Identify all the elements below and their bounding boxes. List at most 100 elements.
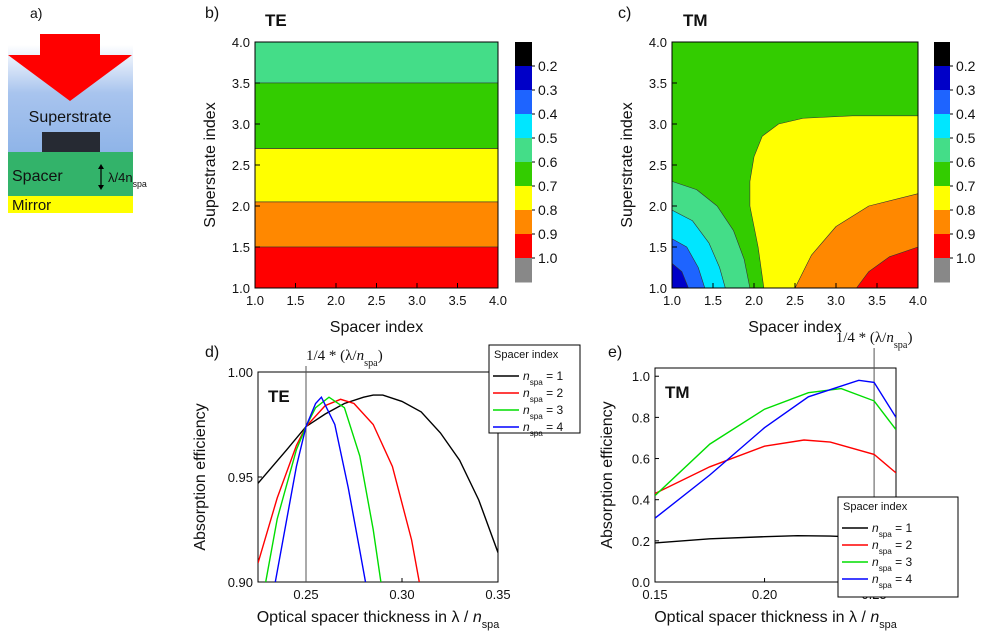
x-tick-label: 1.0 — [246, 293, 264, 308]
legend-title: Spacer index — [494, 349, 559, 361]
text-part: λ/4n — [108, 170, 133, 185]
legend-box — [488, 344, 581, 434]
x-tick-label: 0.25 — [293, 587, 318, 602]
y-tick-label: 0.90 — [228, 575, 253, 590]
text-part: n — [473, 609, 482, 626]
legend-title: Spacer index — [843, 501, 908, 513]
colorbar-segment — [515, 162, 532, 187]
text-part: spa — [879, 547, 893, 556]
text-part: Optical spacer thickness in λ / — [654, 609, 870, 626]
x-tick-label: 3.0 — [408, 293, 426, 308]
text-part: spa — [879, 564, 893, 573]
x-tick-label: 1.5 — [704, 293, 722, 308]
legend-box — [837, 496, 959, 598]
colorbar-segment — [934, 186, 950, 211]
colorbar-segment — [934, 42, 950, 67]
text-part: 1/4 * (λ/ — [836, 330, 887, 346]
text-part: n — [886, 330, 894, 346]
colorbar-segment — [934, 90, 950, 115]
x-axis-label: Optical spacer thickness in λ / nspa — [654, 609, 897, 631]
x-axis-label: Optical spacer thickness in λ / nspa — [257, 609, 500, 631]
colorbar-label: 1.0 — [538, 250, 558, 266]
colorbar-label: 0.6 — [956, 154, 976, 170]
text-part: n — [872, 555, 879, 569]
y-tick-label: 1.0 — [232, 281, 250, 296]
text-part: spa — [879, 530, 893, 539]
plot-frame — [257, 371, 499, 583]
panel-label: d) — [205, 344, 219, 361]
legend-entry: nspa = 3 — [523, 403, 564, 421]
y-tick-label: 2.5 — [649, 158, 667, 173]
annotation: 1/4 * (λ/nspa) — [836, 330, 913, 351]
spacer-text: Spacer — [12, 168, 63, 185]
text-part: n — [872, 572, 879, 586]
y-tick-label: 2.0 — [232, 199, 250, 214]
text-part: n — [523, 420, 530, 434]
text-part: = 3 — [892, 555, 913, 569]
contour-region — [254, 41, 499, 84]
colorbar-label: 0.8 — [538, 202, 558, 218]
y-axis-label: Absorption efficiency — [192, 403, 209, 550]
x-tick-label: 0.20 — [752, 587, 777, 602]
colorbar-label: 0.2 — [538, 58, 558, 74]
y-axis-label: Absorption efficiency — [599, 401, 616, 548]
plot-frame — [671, 41, 919, 289]
incident-arrow — [8, 34, 132, 101]
y-tick-label: 0.0 — [632, 575, 650, 590]
text-part: n — [357, 348, 365, 364]
x-tick-label: 0.30 — [389, 587, 414, 602]
text-part: n — [872, 521, 879, 535]
legend-entry: nspa = 2 — [872, 538, 913, 556]
legend-entry: nspa = 4 — [872, 572, 913, 590]
panel-label: b) — [205, 5, 219, 22]
x-tick-label: 1.5 — [286, 293, 304, 308]
colorbar-label: 0.8 — [956, 202, 976, 218]
y-tick-label: 0.95 — [228, 470, 253, 485]
x-tick-label: 2.0 — [745, 293, 763, 308]
y-tick-label: 3.5 — [232, 76, 250, 91]
thickness-text: λ/4nspa — [108, 170, 147, 189]
x-tick-label: 3.0 — [827, 293, 845, 308]
text-part: = 1 — [892, 521, 913, 535]
colorbar-segment — [934, 210, 950, 235]
y-tick-label: 1.0 — [649, 281, 667, 296]
colorbar-segment — [515, 114, 532, 139]
x-tick-label: 2.0 — [327, 293, 345, 308]
y-tick-label: 3.0 — [232, 117, 250, 132]
x-tick-label: 2.5 — [367, 293, 385, 308]
text-part: spa — [530, 395, 544, 404]
y-tick-label: 1.5 — [232, 240, 250, 255]
series-line — [258, 398, 420, 582]
y-tick-label: 0.6 — [632, 452, 650, 467]
series-line — [655, 387, 896, 497]
mirror-text: Mirror — [12, 197, 51, 214]
x-tick-label: 1.0 — [663, 293, 681, 308]
y-tick-label: 3.0 — [649, 117, 667, 132]
colorbar-label: 0.5 — [538, 130, 558, 146]
series-line — [265, 396, 382, 582]
colorbar-segment — [934, 114, 950, 139]
chart-title: TM — [665, 383, 690, 402]
contour-region — [254, 82, 499, 149]
text-part: = 4 — [892, 572, 913, 586]
text-part: 1/4 * (λ/ — [306, 348, 357, 364]
colorbar-label: 0.7 — [956, 178, 976, 194]
colorbar-label: 0.4 — [538, 106, 558, 122]
chart-title: TE — [265, 11, 287, 30]
text-part: spa — [894, 340, 908, 351]
colorbar-segment — [934, 234, 950, 259]
plot-frame — [654, 367, 897, 583]
colorbar-segment — [934, 66, 950, 91]
contour-region — [254, 148, 499, 203]
text-part: = 2 — [543, 386, 564, 400]
x-tick-label: 3.5 — [868, 293, 886, 308]
colorbar-segment — [515, 138, 532, 163]
chart-title: TM — [683, 11, 708, 30]
mirror-layer — [8, 196, 133, 213]
colorbar-segment — [515, 186, 532, 211]
text-part: = 1 — [543, 369, 564, 383]
y-tick-label: 0.2 — [632, 534, 650, 549]
text-part: n — [523, 386, 530, 400]
y-tick-label: 4.0 — [649, 35, 667, 50]
